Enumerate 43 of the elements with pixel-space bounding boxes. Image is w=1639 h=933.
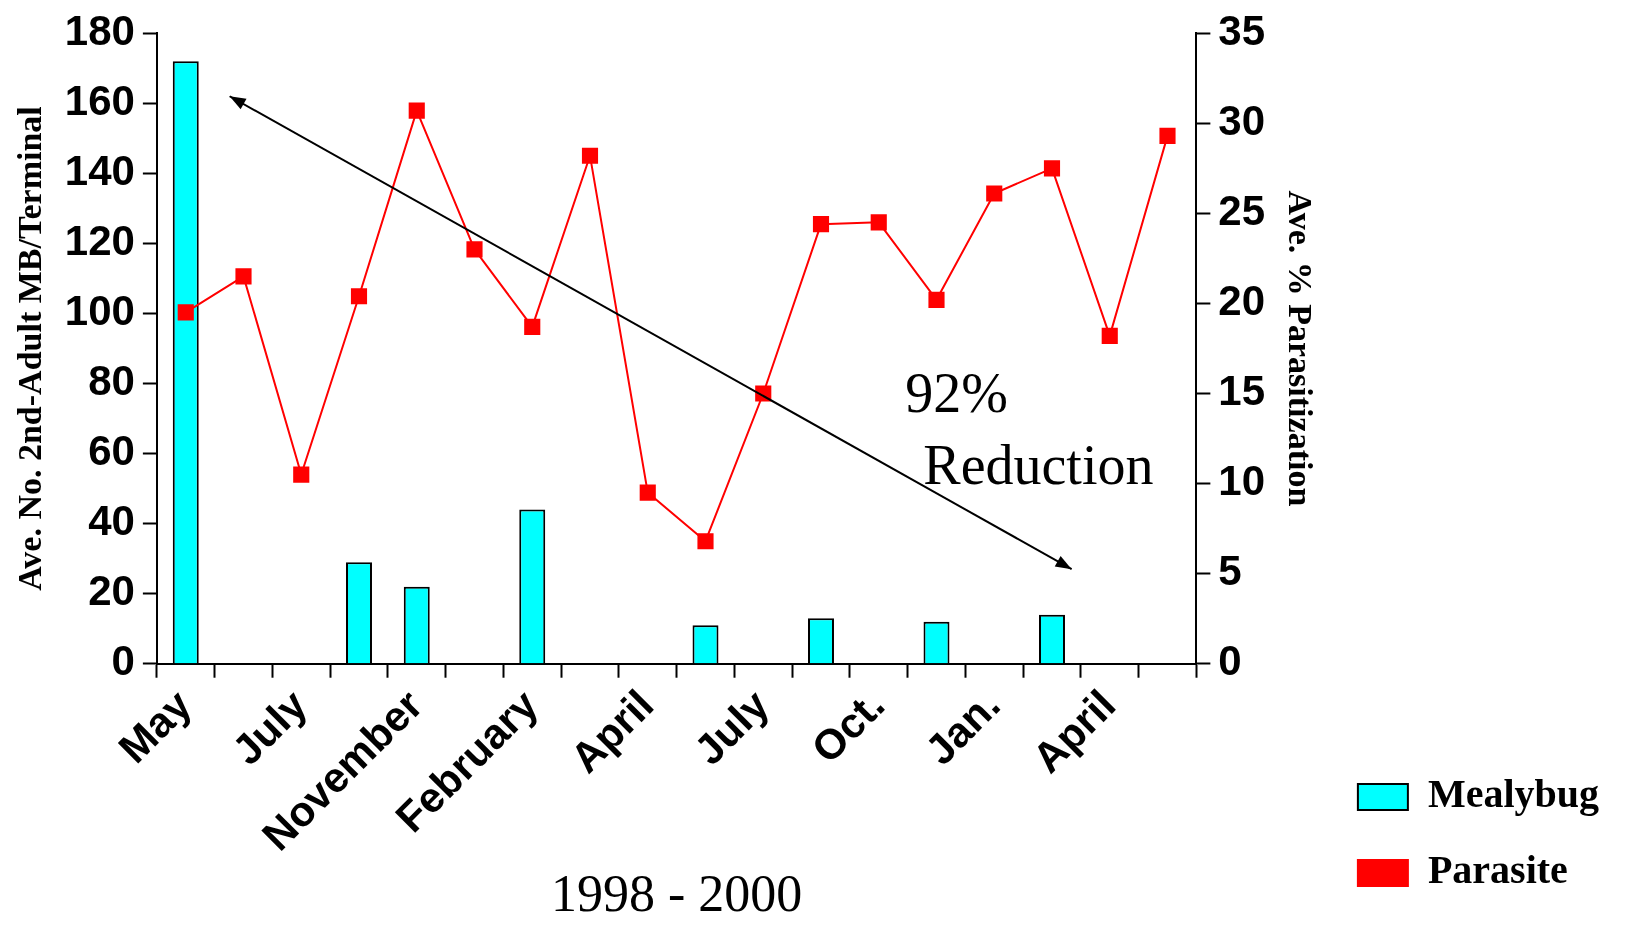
y2-tick-label: 5 [1218,547,1242,595]
y-tick-label: 100 [64,287,135,335]
annotation: 92% Reduction [905,361,1154,496]
point [466,241,483,258]
y-tick-label: 80 [88,357,135,405]
point [1101,327,1118,344]
y2-tick-label: 15 [1218,367,1266,415]
point [1043,160,1061,177]
point [1159,127,1176,144]
point [697,533,714,550]
y-tick-label: 160 [64,76,135,124]
y2-tick-label: 25 [1218,186,1266,234]
point [350,288,368,305]
y2-tick-label: 10 [1218,457,1266,505]
y-tick-label: 180 [64,6,135,54]
x-tick-label: Jan. [916,680,1009,774]
point [177,304,194,321]
x-axis-title: 1998 - 2000 [550,865,803,923]
point [235,268,252,285]
point [812,216,830,233]
y-axis-title: Ave. No. 2nd-Adult MB/Terminal [11,106,49,591]
y2-tick-label: 20 [1218,277,1266,324]
y-tick-label: 140 [64,146,135,194]
y-tick-label: 120 [64,216,135,264]
y-tick-label: 60 [88,427,135,475]
y2-tick-label: 30 [1218,96,1266,144]
point [639,484,656,501]
point [928,291,945,308]
point [408,102,425,119]
y-tick-label: 0 [111,637,135,685]
y-tick-label: 40 [88,497,135,545]
legend-label: Parasite [1427,847,1568,893]
x-tick-label: Oct. [802,680,894,772]
point [870,214,887,231]
point [293,466,310,483]
y2-tick-label: 0 [1218,637,1242,685]
legend-label: Mealybug [1427,771,1600,817]
y-tick-label: 20 [88,567,135,615]
y2-tick-label: 35 [1218,6,1266,54]
y2-axis-title: Ave. % Parasitization [1281,190,1319,507]
point [581,147,599,164]
point [524,318,541,335]
point [986,185,1003,202]
